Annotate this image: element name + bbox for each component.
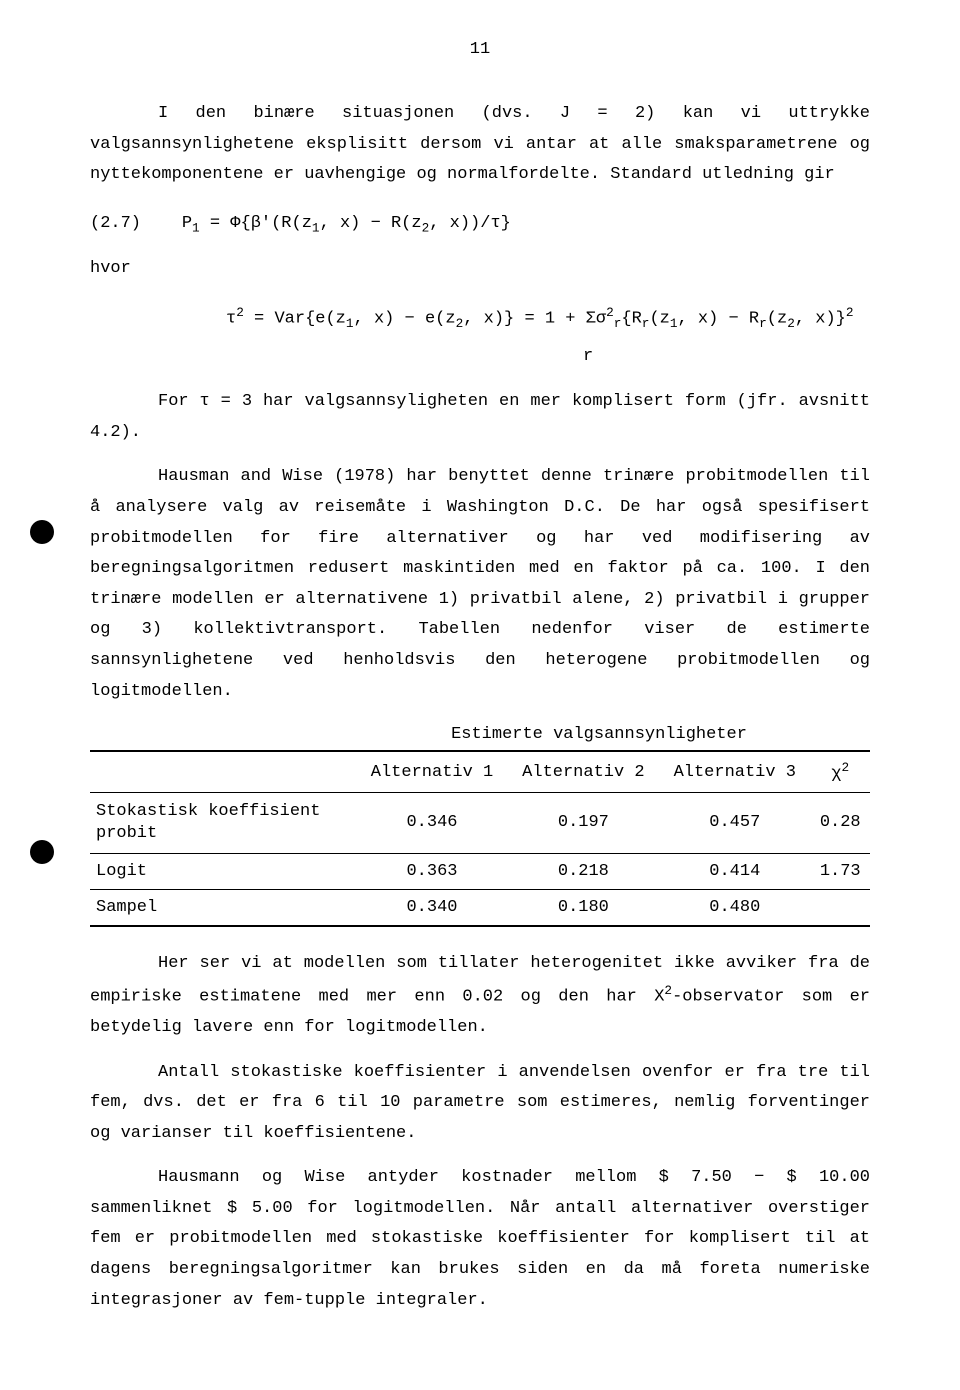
page-container: 11 I den binære situasjonen (dvs. J = 2)… xyxy=(0,0,960,1390)
row-label-line1: Stokastisk koeffisient xyxy=(96,802,320,821)
row-label: Logit xyxy=(90,854,356,890)
cell xyxy=(810,890,870,927)
cell: 0.28 xyxy=(810,792,870,853)
cell: 0.363 xyxy=(356,854,507,890)
paragraph-5: Antall stokastiske koeffisienter i anven… xyxy=(90,1058,870,1150)
equation-2-7: (2.7) P1 = Φ{β′(R(z1, x) − R(z2, x))/τ} xyxy=(90,205,870,242)
cell: 0.197 xyxy=(508,792,659,853)
table-row: Stokastisk koeffisient probit 0.346 0.197… xyxy=(90,792,870,853)
cell: 0.340 xyxy=(356,890,507,927)
paragraph-3: Hausman and Wise (1978) har benyttet den… xyxy=(90,462,870,707)
table-row: Logit 0.363 0.218 0.414 1.73 xyxy=(90,854,870,890)
col-chi2: χ2 xyxy=(810,751,870,792)
cell: 0.346 xyxy=(356,792,507,853)
table-header-row: Alternativ 1 Alternativ 2 Alternativ 3 χ… xyxy=(90,751,870,792)
row-label: Sampel xyxy=(90,890,356,927)
col-alt1: Alternativ 1 xyxy=(356,751,507,792)
paragraph-6: Hausmann og Wise antyder kostnader mello… xyxy=(90,1163,870,1316)
paragraph-4: Her ser vi at modellen som tillater hete… xyxy=(90,949,870,1043)
punch-hole-icon xyxy=(30,840,54,864)
cell: 0.457 xyxy=(659,792,810,853)
cell: 0.218 xyxy=(508,854,659,890)
table: Alternativ 1 Alternativ 2 Alternativ 3 χ… xyxy=(90,750,870,927)
table-title: Estimerte valgsannsynligheter xyxy=(90,725,870,744)
col-blank xyxy=(90,751,356,792)
row-label: Stokastisk koeffisient probit xyxy=(90,792,356,853)
table-row: Sampel 0.340 0.180 0.480 xyxy=(90,890,870,927)
row-label-line2: probit xyxy=(96,824,157,843)
cell: 0.180 xyxy=(508,890,659,927)
equation-body: P1 = Φ{β′(R(z1, x) − R(z2, x))/τ} xyxy=(182,214,511,233)
col-alt3: Alternativ 3 xyxy=(659,751,810,792)
col-alt2: Alternativ 2 xyxy=(508,751,659,792)
punch-hole-icon xyxy=(30,520,54,544)
cell: 1.73 xyxy=(810,854,870,890)
paragraph-1: I den binære situasjonen (dvs. J = 2) ka… xyxy=(90,99,870,191)
cell: 0.414 xyxy=(659,854,810,890)
results-table: Estimerte valgsannsynligheter Alternativ… xyxy=(90,725,870,927)
paragraph-2: For τ = 3 har valgsannsyligheten en mer … xyxy=(90,387,870,448)
cell: 0.480 xyxy=(659,890,810,927)
page-number: 11 xyxy=(90,40,870,59)
equation-tau2: τ2 = Var{e(z1, x) − e(z2, x)} = 1 + Σσ2r… xyxy=(90,299,870,375)
hvor-label: hvor xyxy=(90,254,870,285)
equation-label: (2.7) xyxy=(90,214,141,233)
